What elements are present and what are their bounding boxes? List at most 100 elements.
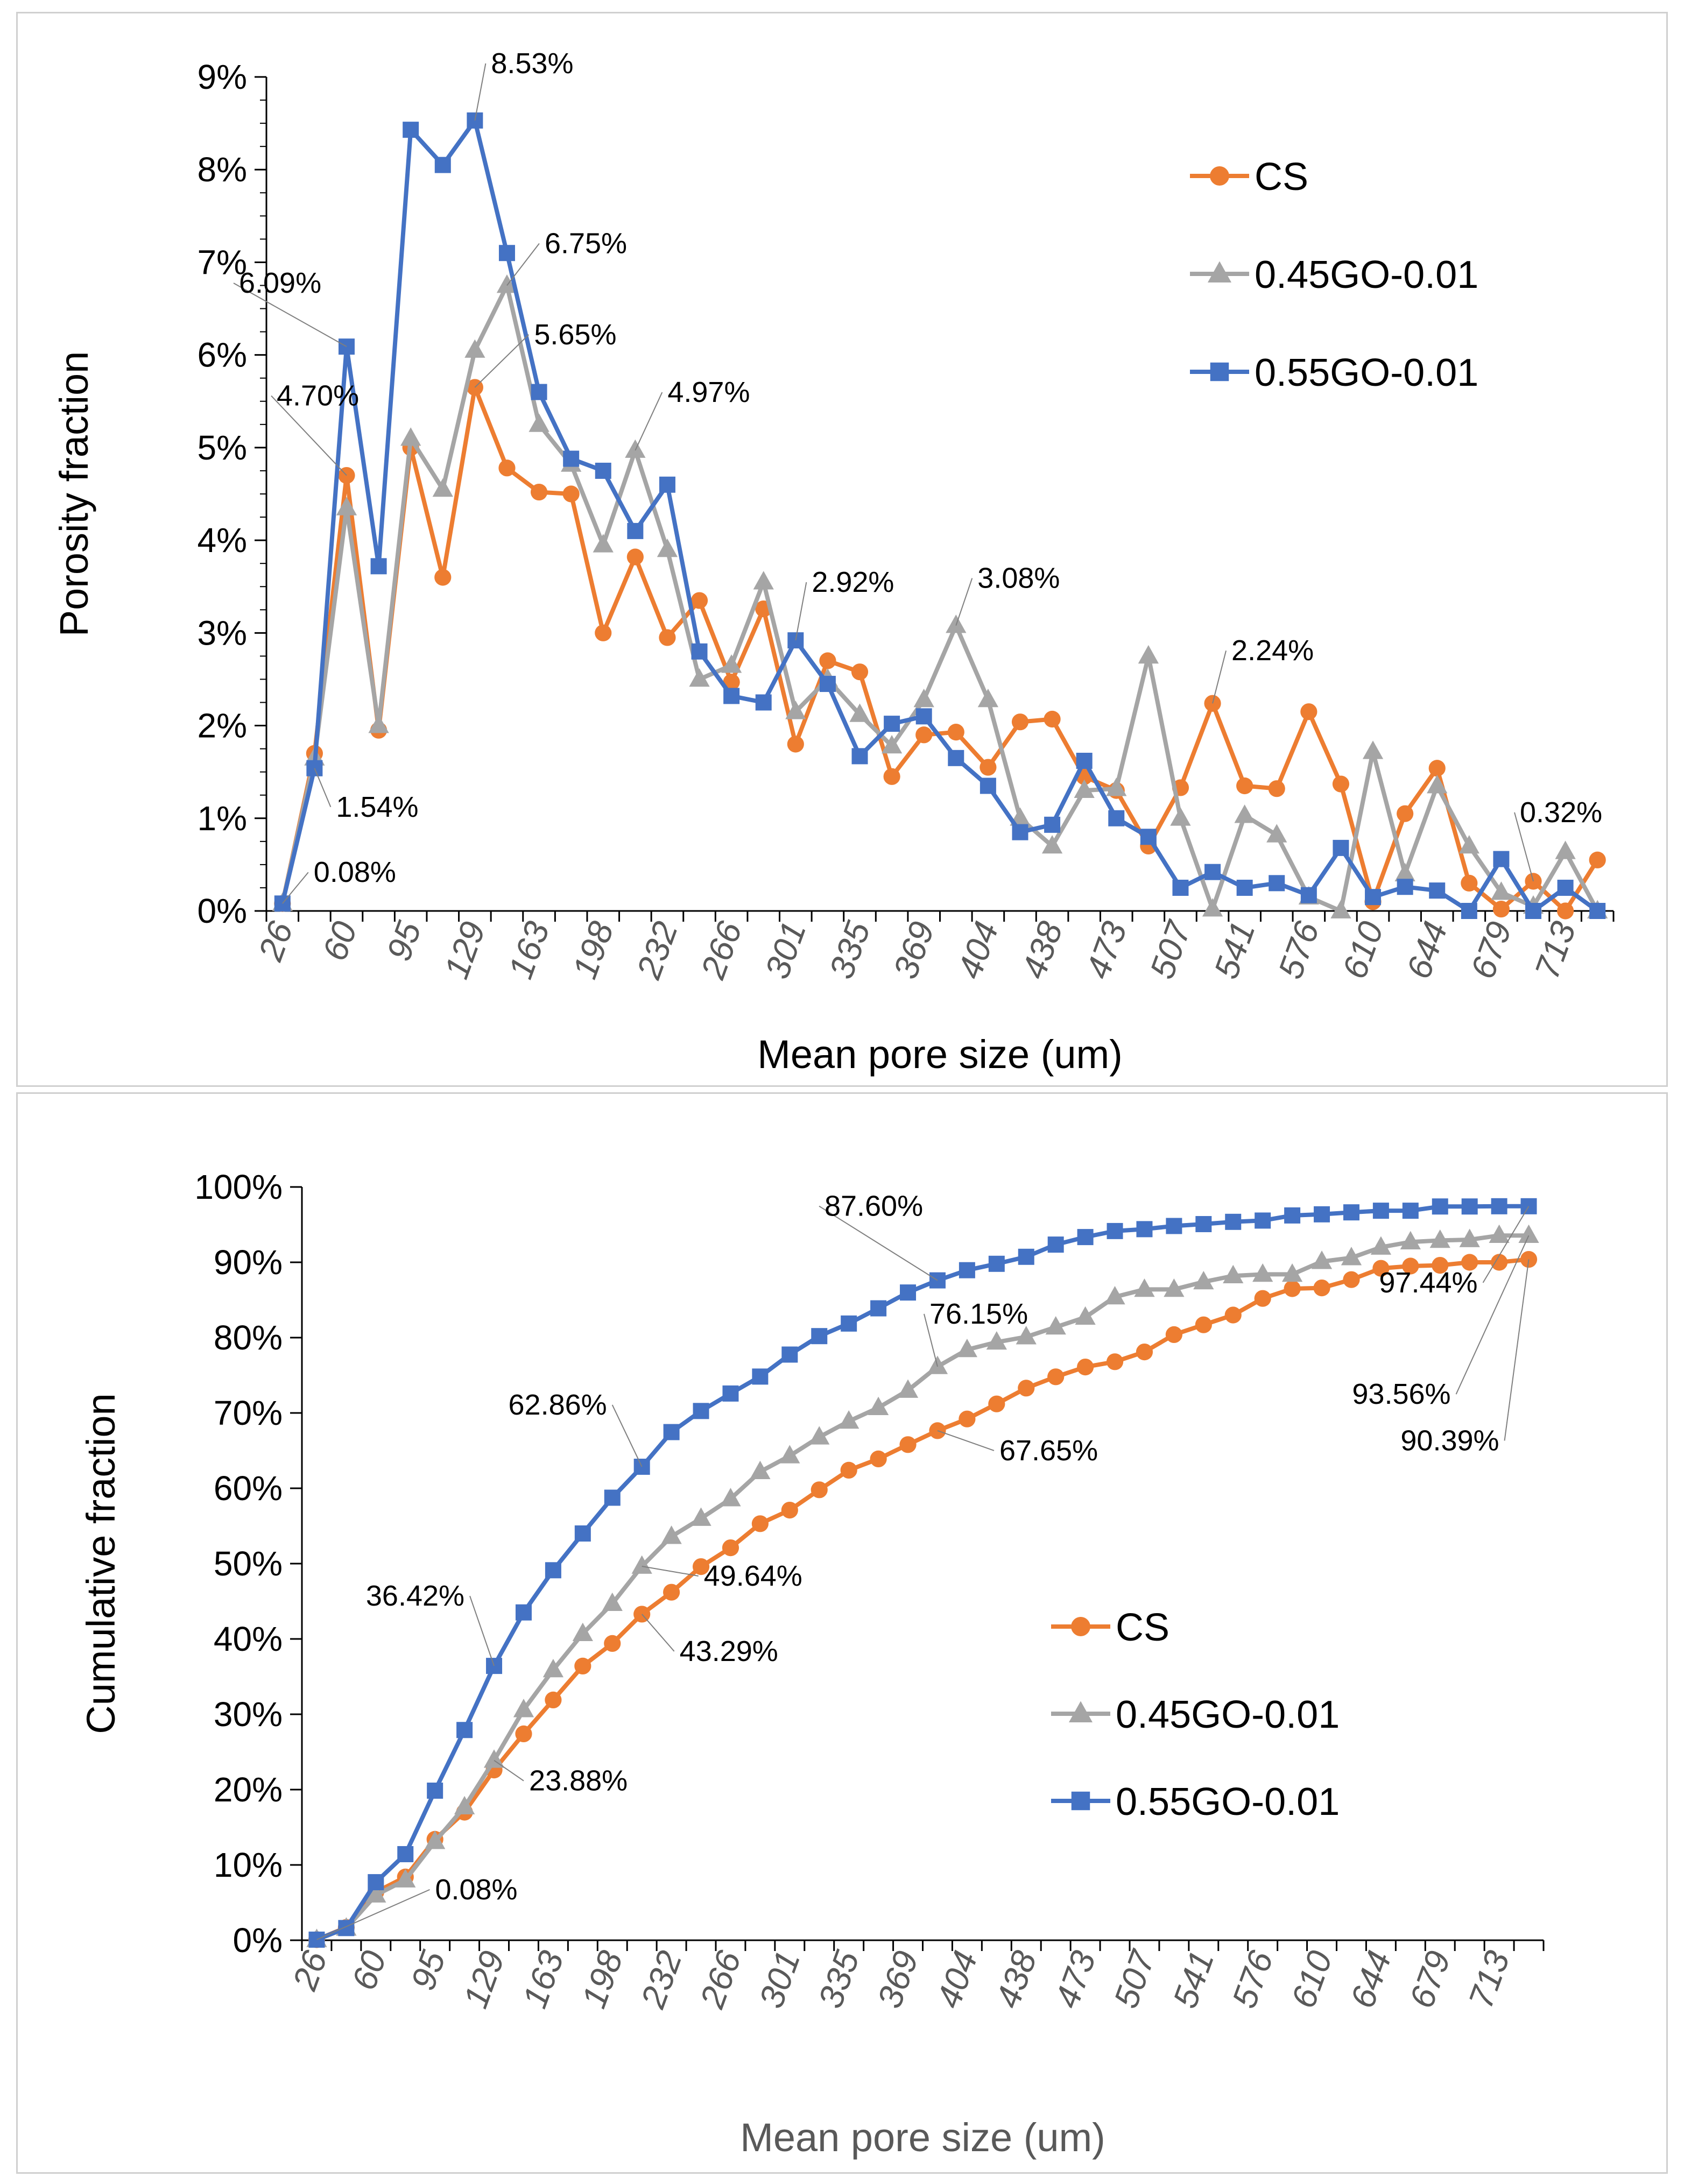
data-point-CS [1372,1260,1390,1277]
data-point-CS [915,726,933,744]
legend-marker-0.55GO-0.01 [1210,362,1229,381]
data-label: 2.24% [1231,634,1314,667]
data-label-leader-line [469,1595,495,1666]
y-tick-label: 5% [198,428,248,467]
data-point-0.55GO-0.01 [1300,887,1317,903]
data-point-0.55GO-0.01 [1076,753,1093,769]
data-point-CS [633,1606,651,1623]
data-point-CS [1224,1306,1242,1324]
data-point-0.55GO-0.01 [851,748,868,765]
y-tick-label: 4% [198,521,248,560]
legend-label: 0.55GO-0.01 [1255,351,1478,394]
data-point-CS [929,1422,946,1439]
data-point-0.55GO-0.01 [870,1300,887,1317]
data-point-CS [988,1395,1005,1412]
data-point-0.55GO-0.01 [900,1284,917,1301]
y-tick-label: 40% [214,1620,283,1658]
data-point-0.55GO-0.01 [1044,816,1061,833]
data-point-0.55GO-0.01 [1255,1212,1271,1229]
data-point-CS [1428,760,1446,777]
data-label-leader-line [955,578,973,626]
data-point-CS [722,1539,739,1557]
legend-marker-0.45GO-0.01 [1068,1701,1093,1722]
data-point-0.45GO-0.01 [572,1622,593,1642]
y-tick-label: 0% [198,892,248,930]
data-point-CS [959,1410,976,1427]
data-label: 97.44% [1379,1267,1477,1299]
data-point-0.45GO-0.01 [1164,1278,1185,1297]
data-point-0.55GO-0.01 [980,778,996,794]
data-point-CS [781,1502,798,1519]
legend-label: CS [1116,1606,1169,1649]
data-label-leader-line [635,392,663,451]
y-tick-label: 20% [214,1770,283,1809]
data-point-CS [883,768,900,785]
x-tick-label: 335 [811,1946,866,2013]
data-point-0.55GO-0.01 [1589,903,1606,919]
data-point-0.55GO-0.01 [515,1604,532,1621]
x-axis-title: Mean pore size (um) [740,2115,1105,2160]
y-tick-label: 10% [214,1846,283,1884]
data-point-CS [1432,1257,1449,1274]
data-point-0.55GO-0.01 [434,157,451,173]
x-tick-label: 473 [1047,1946,1103,2013]
data-point-0.55GO-0.01 [1195,1216,1212,1233]
data-point-0.55GO-0.01 [1372,1203,1389,1219]
data-point-0.45GO-0.01 [1138,645,1159,664]
y-tick-label: 50% [214,1544,283,1583]
data-point-0.45GO-0.01 [809,1426,830,1445]
data-point-0.45GO-0.01 [977,688,999,708]
data-label: 4.70% [277,380,359,412]
x-tick-label: 369 [886,916,942,984]
x-tick-label: 713 [1527,916,1583,984]
data-point-0.55GO-0.01 [403,122,419,138]
legend-marker-CS [1071,1617,1090,1636]
data-point-CS [1047,1368,1065,1386]
data-point-CS [870,1450,887,1467]
data-point-CS [1461,874,1478,892]
data-label: 93.56% [1352,1378,1450,1410]
x-tick-label: 95 [403,1946,453,1995]
data-point-CS [545,1691,562,1708]
data-point-0.45GO-0.01 [425,1830,446,1849]
y-tick-label: 1% [198,799,248,838]
data-point-0.55GO-0.01 [531,384,547,400]
x-tick-label: 404 [929,1946,985,2013]
data-point-CS [1402,1257,1419,1275]
y-tick-label: 80% [214,1318,283,1357]
data-label-leader-line [641,1614,675,1652]
data-point-CS [498,460,516,477]
x-tick-label: 438 [1014,916,1070,984]
data-point-CS [1044,710,1061,728]
data-point-0.55GO-0.01 [498,245,515,261]
x-axis-title: Mean pore size (um) [757,1032,1123,1077]
x-tick-label: 95 [379,916,428,966]
data-point-0.45GO-0.01 [785,701,806,719]
cumulative-fraction-chart-panel: 0% 10% 20% 30% 40% 50% 60% 70% 80% 90% 100% 26 60 95 1… [16,1092,1668,2174]
series-line-0.55GO-0.01 [316,1204,1529,1942]
data-point-0.45GO-0.01 [720,1488,741,1507]
data-point-CS [899,1436,917,1453]
data-point-0.55GO-0.01 [915,708,932,725]
y-tick-label: 8% [198,150,248,189]
data-point-0.45GO-0.01 [1234,804,1255,823]
data-point-0.45GO-0.01 [690,1507,711,1526]
data-point-0.45GO-0.01 [986,1331,1007,1350]
data-point-0.55GO-0.01 [723,688,740,704]
data-point-0.55GO-0.01 [1107,1222,1123,1239]
data-point-0.55GO-0.01 [1172,879,1189,896]
data-point-0.55GO-0.01 [1402,1203,1419,1219]
x-tick-label: 713 [1461,1946,1517,2013]
data-point-0.45GO-0.01 [1458,835,1479,854]
data-point-0.45GO-0.01 [542,1658,564,1678]
data-label-leader-line [314,768,332,808]
data-point-CS [604,1635,621,1652]
data-point-0.45GO-0.01 [1193,1270,1214,1290]
data-point-0.45GO-0.01 [529,413,549,432]
y-tick-label: 30% [214,1695,283,1734]
y-tick-label: 70% [214,1394,283,1432]
x-tick-label: 232 [633,1946,689,2013]
data-point-0.55GO-0.01 [1018,1248,1034,1265]
legend-marker-0.45GO-0.01 [1207,261,1232,282]
data-point-0.45GO-0.01 [839,1410,859,1429]
